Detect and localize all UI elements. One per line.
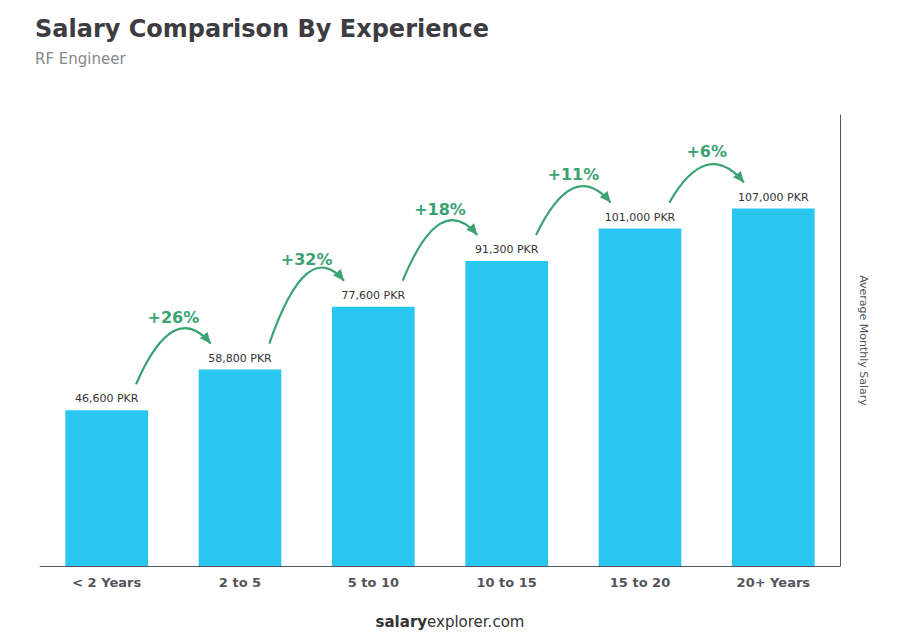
svg-text:explorer.com: explorer.com: [427, 613, 524, 631]
svg-text:Average Monthly Salary: Average Monthly Salary: [857, 275, 870, 406]
svg-text:46,600 PKR: 46,600 PKR: [75, 392, 139, 405]
svg-text:20+ Years: 20+ Years: [737, 575, 811, 590]
svg-text:Salary Comparison By Experienc: Salary Comparison By Experience: [35, 15, 489, 43]
svg-text:salary: salary: [376, 613, 428, 631]
svg-text:58,800 PKR: 58,800 PKR: [208, 352, 272, 365]
svg-text:107,000 PKR: 107,000 PKR: [738, 191, 809, 204]
svg-text:5 to 10: 5 to 10: [348, 575, 399, 590]
svg-text:+26%: +26%: [147, 308, 199, 327]
svg-text:RF Engineer: RF Engineer: [35, 50, 126, 68]
svg-text:101,000 PKR: 101,000 PKR: [605, 211, 676, 224]
svg-text:+18%: +18%: [414, 200, 466, 219]
svg-text:91,300 PKR: 91,300 PKR: [475, 243, 539, 256]
svg-text:+11%: +11%: [547, 165, 599, 184]
svg-text:< 2 Years: < 2 Years: [72, 575, 141, 590]
svg-text:15 to 20: 15 to 20: [610, 575, 670, 590]
svg-text:2 to 5: 2 to 5: [219, 575, 261, 590]
svg-text:+32%: +32%: [281, 250, 333, 269]
svg-text:+6%: +6%: [686, 142, 727, 161]
svg-text:10 to 15: 10 to 15: [476, 575, 536, 590]
svg-text:77,600 PKR: 77,600 PKR: [342, 289, 406, 302]
